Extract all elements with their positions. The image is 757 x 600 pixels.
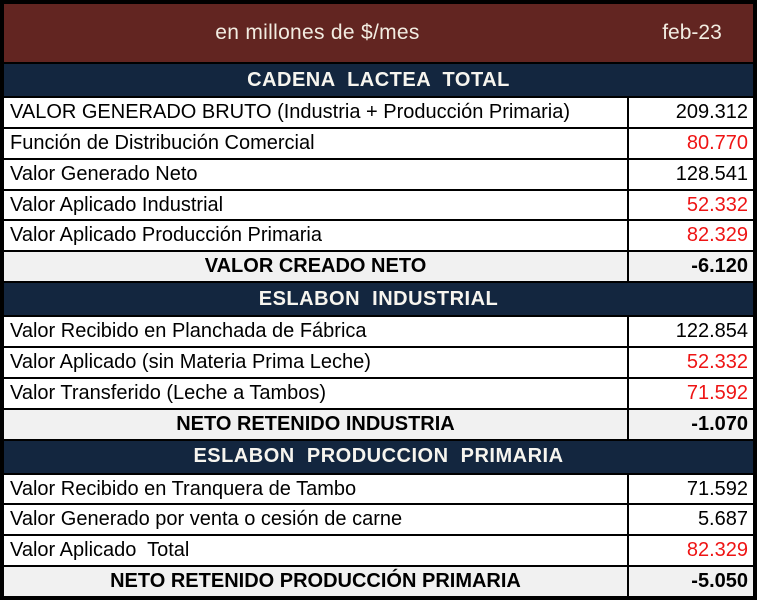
summary-row-valor-creado-neto: VALOR CREADO NETO -6.120 [4, 252, 753, 282]
row-label: VALOR GENERADO BRUTO (Industria + Produc… [4, 98, 629, 127]
row-label: Valor Transferido (Leche a Tambos) [4, 378, 629, 408]
summary-row-neto-retenido-produccion-primaria: NETO RETENIDO PRODUCCIÓN PRIMARIA -5.050 [4, 567, 753, 597]
table-row: Valor Aplicado Industrial 52.332 [4, 190, 753, 220]
summary-value: -6.120 [691, 255, 748, 278]
summary-label: VALOR CREADO NETO [4, 252, 629, 282]
table-row: Valor Aplicado (sin Materia Prima Leche)… [4, 348, 753, 377]
table-row: Valor Generado Neto 128.541 [4, 159, 753, 189]
row-label: Función de Distribución Comercial [4, 128, 629, 158]
table-row: Función de Distribución Comercial 80.770 [4, 128, 753, 158]
row-label: Valor Generado Neto [4, 159, 629, 189]
row-value: 52.332 [686, 350, 748, 373]
table-row: Valor Transferido (Leche a Tambos) 71.59… [4, 378, 753, 408]
table-row: VALOR GENERADO BRUTO (Industria + Produc… [4, 98, 753, 127]
table-row: Valor Aplicado Producción Primaria 82.32… [4, 221, 753, 251]
summary-label: NETO RETENIDO PRODUCCIÓN PRIMARIA [4, 567, 629, 597]
row-value: 82.329 [686, 224, 748, 247]
row-label: Valor Recibido en Planchada de Fábrica [4, 317, 629, 347]
table-row: Valor Aplicado Total 82.329 [4, 536, 753, 566]
row-label: Valor Aplicado (sin Materia Prima Leche) [4, 348, 629, 377]
row-value: 71.592 [686, 381, 748, 404]
period-label: feb-23 [662, 21, 722, 44]
row-value: 82.329 [686, 539, 748, 562]
table-title-band: en millones de $/mes feb-23 [4, 4, 753, 62]
row-label: Valor Generado por venta o cesión de car… [4, 505, 629, 535]
row-label: Valor Aplicado Producción Primaria [4, 221, 629, 251]
section-header-eslabon-produccion-primaria: ESLABON PRODUCCION PRIMARIA [4, 440, 753, 473]
row-value: 5.687 [697, 508, 748, 531]
row-label: Valor Aplicado Total [4, 536, 629, 566]
row-value: 128.541 [675, 162, 748, 185]
row-value: 80.770 [686, 131, 748, 154]
unit-label: en millones de $/mes [215, 21, 420, 44]
row-value: 209.312 [675, 100, 748, 123]
summary-value: -1.070 [691, 412, 748, 435]
table-row: Valor Generado por venta o cesión de car… [4, 505, 753, 535]
summary-value: -5.050 [691, 570, 748, 593]
table-row: Valor Recibido en Tranquera de Tambo 71.… [4, 474, 753, 504]
row-label: Valor Aplicado Industrial [4, 190, 629, 220]
table-row: Valor Recibido en Planchada de Fábrica 1… [4, 317, 753, 347]
row-value: 71.592 [686, 477, 748, 500]
section-header-cadena-lactea-total: CADENA LACTEA TOTAL [4, 64, 753, 96]
summary-label: NETO RETENIDO INDUSTRIA [4, 409, 629, 439]
row-value: 122.854 [675, 320, 748, 343]
row-value: 52.332 [686, 193, 748, 216]
summary-row-neto-retenido-industria: NETO RETENIDO INDUSTRIA -1.070 [4, 409, 753, 439]
row-label: Valor Recibido en Tranquera de Tambo [4, 474, 629, 504]
section-header-eslabon-industrial: ESLABON INDUSTRIAL [4, 283, 753, 316]
